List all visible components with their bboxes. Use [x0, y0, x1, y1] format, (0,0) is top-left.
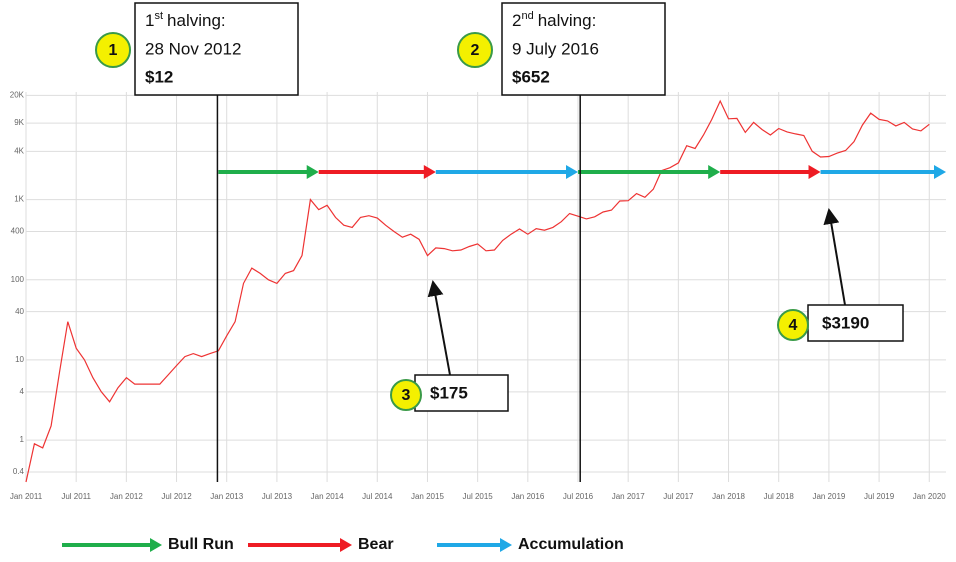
- x-tick-label: Jul 2018: [764, 492, 795, 501]
- phase-arrow: [437, 538, 512, 552]
- y-tick-label: 0.4: [13, 467, 25, 476]
- badge: [390, 379, 422, 411]
- arrow-head: [306, 165, 319, 179]
- x-tick-label: Jul 2017: [663, 492, 694, 501]
- halving-number: 2: [512, 11, 521, 30]
- x-tick-label: Jan 2015: [411, 492, 444, 501]
- x-tick-label: Jan 2020: [913, 492, 946, 501]
- y-tick-label: 400: [11, 227, 25, 236]
- y-tick-label: 10: [15, 355, 24, 364]
- y-tick-label: 4K: [14, 146, 24, 155]
- halving-ordinal: nd: [521, 10, 533, 22]
- phase-arrow: [435, 165, 578, 179]
- callout-box: [414, 374, 509, 412]
- arrow-head: [808, 165, 821, 179]
- x-tick-label: Jul 2013: [262, 492, 293, 501]
- arrow-head: [150, 538, 162, 552]
- callout-price: $3190: [822, 313, 869, 332]
- arrow-head: [708, 165, 721, 179]
- legend-label: Bull Run: [168, 536, 234, 553]
- phase-arrow: [248, 538, 352, 552]
- halving-price: $652: [512, 67, 550, 86]
- phase-arrow: [218, 165, 319, 179]
- phase-arrow: [820, 165, 946, 179]
- x-tick-label: Jul 2011: [61, 492, 91, 501]
- x-tick-label: Jan 2013: [210, 492, 243, 501]
- x-tick-label: Jan 2017: [612, 492, 645, 501]
- arrow-head: [934, 165, 946, 179]
- badge-number: 1: [109, 42, 118, 59]
- halving-price: $12: [145, 67, 173, 86]
- callout-price: $175: [430, 383, 468, 402]
- price-line: [25, 99, 930, 483]
- halving-label: halving:: [538, 11, 597, 30]
- arrow-head: [340, 538, 352, 552]
- x-tick-label: Jul 2016: [563, 492, 594, 501]
- badge-number: 3: [402, 387, 411, 404]
- x-tick-label: Jan 2012: [110, 492, 143, 501]
- y-tick-label: 1K: [14, 195, 24, 204]
- x-tick-label: Jul 2015: [463, 492, 494, 501]
- x-tick-label: Jul 2019: [864, 492, 895, 501]
- y-tick-label: 100: [11, 275, 25, 284]
- y-tick-label: 40: [15, 307, 24, 316]
- y-tick-label: 9K: [14, 118, 24, 127]
- callout-arrow: [823, 208, 846, 306]
- y-tick-label: 20K: [10, 90, 25, 99]
- badge-number: 4: [789, 317, 798, 334]
- legend-label: Accumulation: [518, 536, 624, 553]
- halving-number: 1: [145, 11, 154, 30]
- x-tick-label: Jan 2016: [511, 492, 544, 501]
- halving-ordinal: st: [154, 10, 163, 22]
- x-tick-label: Jan 2014: [311, 492, 344, 501]
- halving-label: halving:: [167, 11, 226, 30]
- x-tick-label: Jul 2014: [362, 492, 393, 501]
- halving-title: 1st halving:: [145, 10, 226, 31]
- badge: [777, 309, 809, 341]
- legend-label: Bear: [358, 536, 394, 553]
- callout-arrow: [427, 280, 451, 376]
- arrow-head: [566, 165, 578, 179]
- phase-arrow: [318, 165, 436, 179]
- badge: [457, 32, 493, 68]
- y-tick-label: 4: [20, 387, 25, 396]
- x-tick-label: Jan 2019: [812, 492, 845, 501]
- phase-arrow: [62, 538, 162, 552]
- halving-box: [134, 2, 299, 96]
- badge-number: 2: [471, 42, 480, 59]
- phase-arrow: [578, 165, 721, 179]
- x-tick-label: Jan 2018: [712, 492, 745, 501]
- phase-arrow: [720, 165, 821, 179]
- halving-date: 9 July 2016: [512, 39, 599, 58]
- badge: [95, 32, 131, 68]
- halving-date: 28 Nov 2012: [145, 39, 241, 58]
- x-tick-label: Jan 2011: [10, 492, 43, 501]
- y-tick-label: 1: [20, 435, 25, 444]
- x-tick-label: Jul 2012: [161, 492, 192, 501]
- halving-box: [501, 2, 666, 96]
- arrow-head: [423, 165, 436, 179]
- arrow-head: [500, 538, 512, 552]
- halving-title: 2nd halving:: [512, 10, 596, 31]
